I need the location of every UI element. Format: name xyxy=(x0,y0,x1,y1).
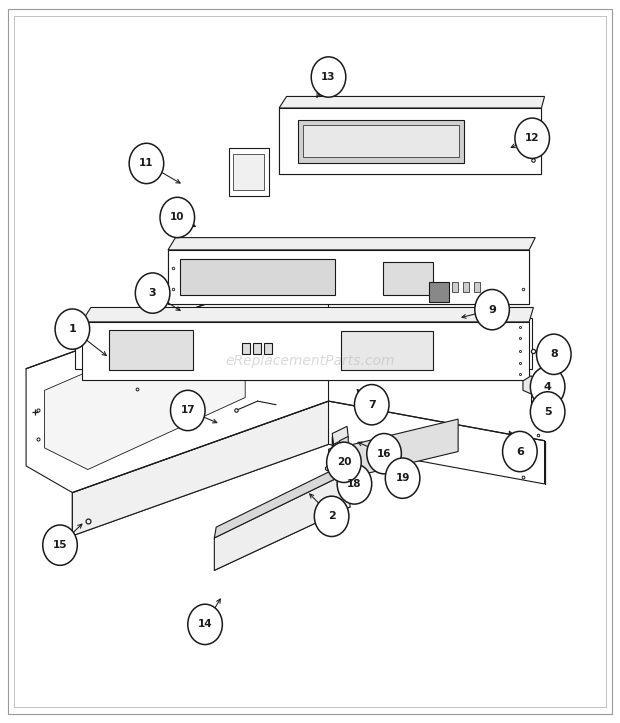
Circle shape xyxy=(314,496,349,536)
Polygon shape xyxy=(279,96,544,108)
Polygon shape xyxy=(168,238,535,250)
Polygon shape xyxy=(303,125,459,157)
Text: 14: 14 xyxy=(198,620,213,630)
Text: eReplacementParts.com: eReplacementParts.com xyxy=(225,354,395,369)
Circle shape xyxy=(515,118,549,158)
Polygon shape xyxy=(253,343,260,354)
Circle shape xyxy=(135,273,170,313)
Polygon shape xyxy=(14,16,606,707)
Polygon shape xyxy=(474,282,480,292)
Text: 6: 6 xyxy=(516,447,524,456)
Polygon shape xyxy=(264,343,272,354)
Circle shape xyxy=(530,392,565,432)
Circle shape xyxy=(355,385,389,425)
Polygon shape xyxy=(215,462,348,538)
Circle shape xyxy=(385,458,420,498)
Polygon shape xyxy=(340,437,348,451)
Polygon shape xyxy=(73,401,329,536)
Polygon shape xyxy=(298,119,464,163)
Text: 3: 3 xyxy=(149,288,156,298)
Text: 4: 4 xyxy=(544,382,552,392)
Circle shape xyxy=(337,463,372,504)
Polygon shape xyxy=(428,282,450,302)
Polygon shape xyxy=(82,307,533,322)
Polygon shape xyxy=(332,427,348,445)
Polygon shape xyxy=(76,318,532,369)
Polygon shape xyxy=(332,437,334,454)
Text: 16: 16 xyxy=(377,449,391,458)
Text: 19: 19 xyxy=(396,473,410,483)
Circle shape xyxy=(43,525,78,565)
Polygon shape xyxy=(168,250,529,304)
Text: 9: 9 xyxy=(488,304,496,315)
Text: 7: 7 xyxy=(368,400,376,410)
Text: 20: 20 xyxy=(337,458,351,467)
Polygon shape xyxy=(279,108,541,174)
Polygon shape xyxy=(82,322,529,380)
Polygon shape xyxy=(353,419,458,476)
Polygon shape xyxy=(215,473,350,570)
Text: 18: 18 xyxy=(347,479,361,489)
Polygon shape xyxy=(329,442,345,461)
Circle shape xyxy=(503,432,537,471)
Polygon shape xyxy=(242,343,249,354)
Circle shape xyxy=(530,367,565,407)
Circle shape xyxy=(311,57,346,97)
Text: 8: 8 xyxy=(550,349,557,359)
Polygon shape xyxy=(234,154,264,190)
Polygon shape xyxy=(26,276,329,492)
Circle shape xyxy=(170,390,205,431)
Polygon shape xyxy=(452,282,458,292)
Text: 10: 10 xyxy=(170,213,185,223)
Polygon shape xyxy=(45,318,245,469)
Circle shape xyxy=(129,143,164,184)
Text: 12: 12 xyxy=(525,133,539,143)
Circle shape xyxy=(327,442,361,482)
Circle shape xyxy=(367,434,401,474)
Text: 5: 5 xyxy=(544,407,551,417)
Circle shape xyxy=(160,197,195,238)
Polygon shape xyxy=(109,330,193,370)
Polygon shape xyxy=(229,148,269,196)
Polygon shape xyxy=(383,262,433,295)
Text: 2: 2 xyxy=(328,511,335,521)
Text: 13: 13 xyxy=(321,72,336,82)
Polygon shape xyxy=(463,282,469,292)
Text: 1: 1 xyxy=(68,324,76,334)
Circle shape xyxy=(475,289,510,330)
Polygon shape xyxy=(180,260,335,295)
Circle shape xyxy=(188,604,223,644)
Polygon shape xyxy=(341,331,433,370)
Text: 15: 15 xyxy=(53,540,68,550)
Circle shape xyxy=(55,309,90,349)
Circle shape xyxy=(536,334,571,375)
Text: 11: 11 xyxy=(139,158,154,168)
Polygon shape xyxy=(73,401,544,536)
Polygon shape xyxy=(523,376,538,394)
Text: 17: 17 xyxy=(180,406,195,416)
